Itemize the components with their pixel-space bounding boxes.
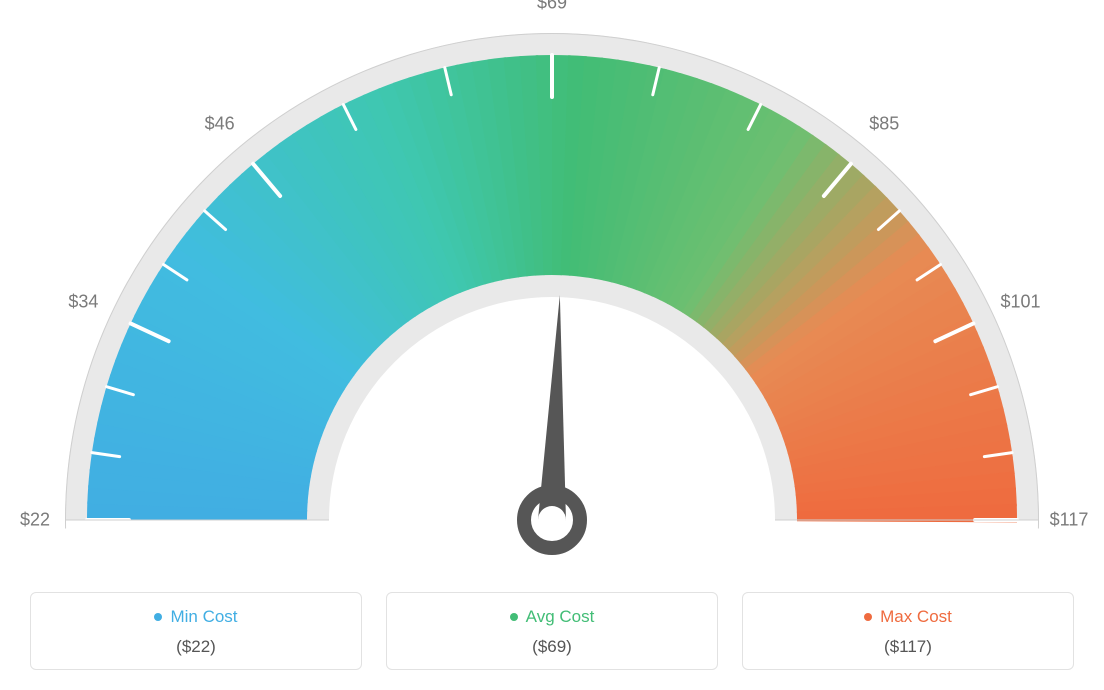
legend-value-min: ($22) [41,637,351,657]
legend-card-avg: Avg Cost ($69) [386,592,718,670]
legend-value-max: ($117) [753,637,1063,657]
legend-dot-max [864,613,872,621]
gauge-tick-label: $46 [205,113,235,134]
legend-dot-min [154,613,162,621]
legend-card-min: Min Cost ($22) [30,592,362,670]
legend-label-avg: Avg Cost [526,607,595,627]
legend-title-avg: Avg Cost [510,607,595,627]
legend-label-min: Min Cost [170,607,237,627]
legend-label-max: Max Cost [880,607,952,627]
legend-row: Min Cost ($22) Avg Cost ($69) Max Cost (… [30,592,1074,670]
legend-title-max: Max Cost [864,607,952,627]
gauge-tick-label: $85 [869,113,899,134]
legend-value-avg: ($69) [397,637,707,657]
gauge-chart: $22 $34 $46 $69 $85 $101 $117 [0,0,1104,570]
gauge-tick-label: $69 [537,0,567,14]
gauge-tick-label: $34 [68,291,98,312]
legend-dot-avg [510,613,518,621]
chart-container: $22 $34 $46 $69 $85 $101 $117 Min Cost ($22) A… [0,0,1104,690]
gauge-tick-label: $117 [1050,510,1089,531]
gauge-tick-label: $101 [1001,291,1041,312]
gauge-tick-label: $22 [20,510,50,531]
legend-title-min: Min Cost [154,607,237,627]
legend-card-max: Max Cost ($117) [742,592,1074,670]
